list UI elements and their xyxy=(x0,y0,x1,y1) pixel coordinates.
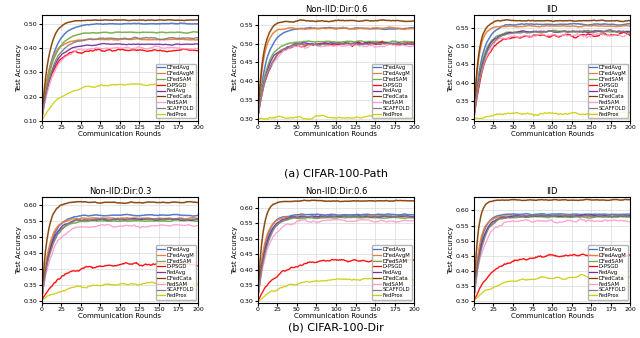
Legend: DFedAvg, DFedAvgM, DFedSAM, D-PSGD, FedAvg, DFedCata, FedSAM, SCAFFOLD, FedProx: DFedAvg, DFedAvgM, DFedSAM, D-PSGD, FedA… xyxy=(156,245,196,300)
Title: Non-IID:Dir:0.6: Non-IID:Dir:0.6 xyxy=(305,187,367,196)
Y-axis label: Test Accuracy: Test Accuracy xyxy=(232,44,238,92)
Y-axis label: Test Accuracy: Test Accuracy xyxy=(449,44,454,92)
Title: Non-IID:Dir:0.3: Non-IID:Dir:0.3 xyxy=(89,187,151,196)
X-axis label: Communication Rounds: Communication Rounds xyxy=(78,313,161,319)
Title: IID: IID xyxy=(547,187,558,196)
X-axis label: Communication Rounds: Communication Rounds xyxy=(78,131,161,137)
X-axis label: Communication Rounds: Communication Rounds xyxy=(294,313,378,319)
Y-axis label: Test Accuracy: Test Accuracy xyxy=(16,226,22,274)
X-axis label: Communication Rounds: Communication Rounds xyxy=(294,131,378,137)
X-axis label: Communication Rounds: Communication Rounds xyxy=(511,131,594,137)
Legend: DFedAvg, DFedAvgM, DFedSAM, D-PSGD, FedAvg, DFedCata, FedSAM, SCAFFOLD, FedProx: DFedAvg, DFedAvgM, DFedSAM, D-PSGD, FedA… xyxy=(372,245,412,300)
X-axis label: Communication Rounds: Communication Rounds xyxy=(511,313,594,319)
Title: IID: IID xyxy=(547,5,558,15)
Y-axis label: Test Accuracy: Test Accuracy xyxy=(16,44,22,92)
Legend: DFedAvg, DFedAvgM, DFedSAM, D-PSGD, FedAvg, DFedCata, FedSAM, SCAFFOLD, FedProx: DFedAvg, DFedAvgM, DFedSAM, D-PSGD, FedA… xyxy=(588,64,628,118)
Y-axis label: Test Accuracy: Test Accuracy xyxy=(449,226,454,274)
Legend: DFedAvg, DFedAvgM, DFedSAM, D-PSGD, FedAvg, DFedCata, FedSAM, SCAFFOLD, FedProx: DFedAvg, DFedAvgM, DFedSAM, D-PSGD, FedA… xyxy=(156,64,196,118)
Legend: DFedAvg, DFedAvgM, DFedSAM, D-PSGD, FedAvg, DFedCata, FedSAM, SCAFFOLD, FedProx: DFedAvg, DFedAvgM, DFedSAM, D-PSGD, FedA… xyxy=(588,245,628,300)
Title: Non-IID:Dir:0.6: Non-IID:Dir:0.6 xyxy=(305,5,367,15)
Text: (b) CIFAR-100-Dir: (b) CIFAR-100-Dir xyxy=(288,323,384,333)
Y-axis label: Test Accuracy: Test Accuracy xyxy=(232,226,238,274)
Text: (a) CIFAR-100-Path: (a) CIFAR-100-Path xyxy=(284,169,388,179)
Legend: DFedAvg, DFedAvgM, DFedSAM, D-PSGD, FedAvg, DFedCata, FedSAM, SCAFFOLD, FedProx: DFedAvg, DFedAvgM, DFedSAM, D-PSGD, FedA… xyxy=(372,64,412,118)
